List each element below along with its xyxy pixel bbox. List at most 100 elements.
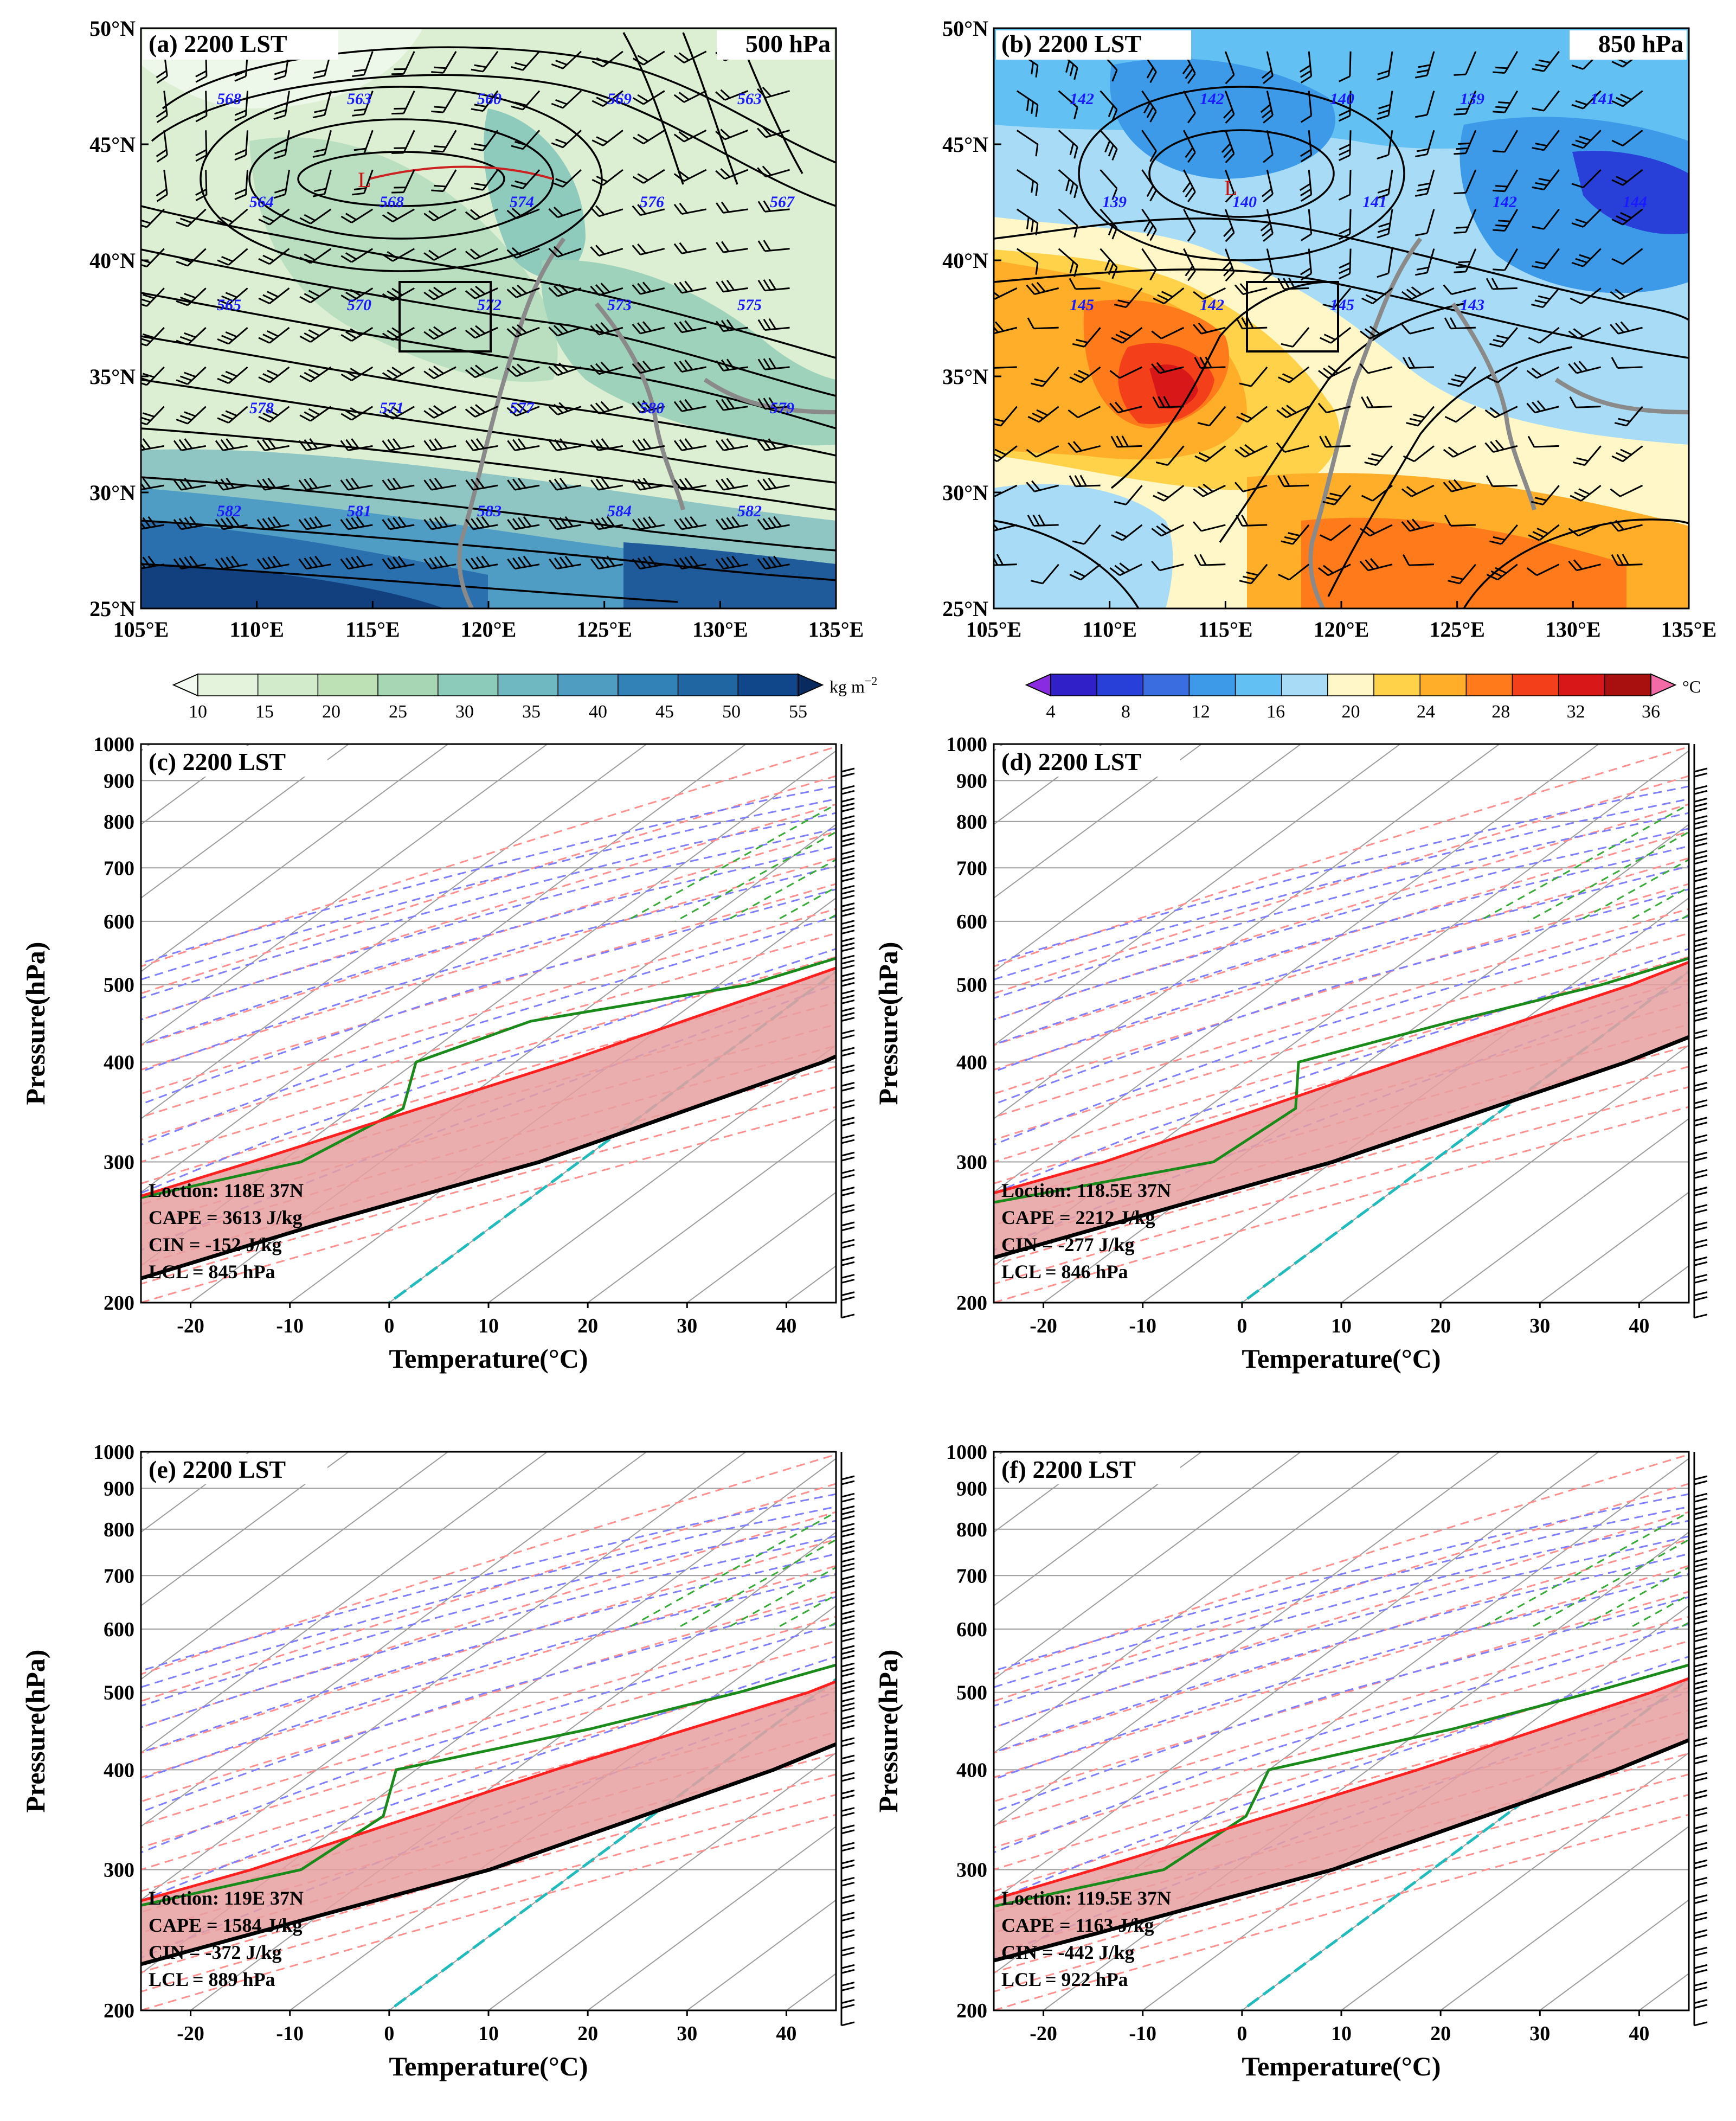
wind-barb <box>1569 396 1601 408</box>
isotherm <box>1341 1752 1689 2010</box>
wind-barb <box>632 477 665 491</box>
pressure-tick-label: 800 <box>104 1518 134 1541</box>
map-y-tick-label: 45°N <box>89 132 136 157</box>
wind-barb <box>590 438 623 451</box>
wind-barb <box>340 477 373 491</box>
colorbar-swatch <box>1281 674 1328 696</box>
mixing-ratio-line <box>1577 1566 1689 1630</box>
wind-barb <box>1182 169 1196 202</box>
wind-barb <box>1263 248 1274 281</box>
isotherm <box>994 1452 1500 1828</box>
wind-barb <box>340 208 374 223</box>
temperature-tick-label: 30 <box>677 2022 697 2045</box>
wind-barb <box>548 323 582 337</box>
contour-label: 570 <box>347 296 371 314</box>
colorbar-swatch <box>737 674 799 696</box>
wind-barb <box>217 248 248 266</box>
pressure-tick-label: 400 <box>104 1759 134 1782</box>
wind-barb <box>234 169 249 201</box>
wind-barb <box>716 358 748 371</box>
temperature-tick-label: 40 <box>1629 2022 1649 2045</box>
wind-barb <box>1318 563 1351 576</box>
wind-barb <box>1152 396 1184 408</box>
wind-barb <box>382 555 415 570</box>
wind-barb <box>1100 248 1118 279</box>
wind-barb <box>1058 90 1078 119</box>
panel-title-bg <box>143 1454 327 1484</box>
contour-label: 142 <box>1200 296 1224 314</box>
panel-b-level-bg <box>1570 30 1687 60</box>
wind-barb <box>1281 327 1310 348</box>
moist-adiabat <box>994 798 1689 981</box>
isotherm <box>994 1452 1401 1754</box>
contour-label: 140 <box>1232 193 1257 211</box>
colorbar-swatch <box>497 674 558 696</box>
wind-barb <box>1224 169 1235 203</box>
wind-barb <box>551 50 582 69</box>
moist-adiabat <box>141 1505 836 1688</box>
y-axis-label: Pressure(hPa) <box>873 1650 903 1813</box>
moist-adiabat <box>994 1623 1689 1854</box>
contour-label: 568 <box>217 90 241 108</box>
wind-barb <box>1111 524 1143 541</box>
wind-barb <box>1493 169 1519 193</box>
wind-barb <box>1361 287 1393 305</box>
temperature-tick-label: -20 <box>1030 1315 1057 1337</box>
wind-barb <box>1114 485 1143 505</box>
panel-title-bg <box>996 746 1180 777</box>
wind-barb <box>340 287 374 303</box>
colorbar-swatch <box>377 674 439 696</box>
wind-barb <box>465 516 498 530</box>
map-x-tick-label: 115°E <box>1198 617 1252 642</box>
wind-barb <box>465 404 498 418</box>
wind-barb <box>1531 485 1560 505</box>
wind-barb <box>173 477 206 491</box>
dry-adiabat <box>141 1687 836 1892</box>
wind-barb <box>506 363 540 377</box>
wind-barb <box>1109 366 1143 379</box>
dry-adiabat <box>141 979 836 1184</box>
colorbar-swatch <box>257 674 319 696</box>
wind-barb <box>423 366 456 380</box>
wind-barb <box>141 366 165 386</box>
wind-barb <box>1151 362 1184 374</box>
contour-label: 565 <box>217 296 241 314</box>
wind-barb <box>1236 514 1268 527</box>
wind-barb <box>673 477 706 491</box>
panel-title: (d) 2200 LST <box>1001 748 1141 776</box>
x-axis-label: Temperature(°C) <box>389 1343 588 1374</box>
y-axis-label: Pressure(hPa) <box>20 942 50 1105</box>
sounding-wind-barb <box>1693 1463 1708 1485</box>
wind-barb <box>382 516 415 530</box>
wind-barb <box>551 169 582 188</box>
isotherm <box>994 1452 1301 1680</box>
wind-barb <box>423 208 456 222</box>
mixing-ratio-line <box>625 803 836 922</box>
panel-d-plot: Loction: 118.5E 37N CAPE = 2212 J/kg CIN =… <box>994 744 1689 1303</box>
contour-label: 580 <box>640 399 664 417</box>
wind-barb <box>507 555 540 570</box>
pressure-tick-label: 700 <box>104 1565 134 1587</box>
wind-barb <box>632 130 665 145</box>
wind-barb <box>1058 130 1078 159</box>
wind-barb <box>1317 402 1351 414</box>
moist-adiabat <box>141 1535 836 1728</box>
pressure-tick-label: 800 <box>104 811 134 834</box>
wind-barb <box>632 50 665 66</box>
isotherm <box>994 744 1301 972</box>
wind-barb <box>195 130 208 162</box>
wind-barb <box>431 51 457 74</box>
contour-label: 569 <box>607 90 632 108</box>
x-axis-label: Temperature(°C) <box>389 2051 588 2081</box>
wind-barb <box>673 516 706 530</box>
wind-barb <box>1484 406 1518 419</box>
info-line: LCL = 845 hPa <box>149 1261 275 1283</box>
wind-barb <box>549 555 582 570</box>
wind-barb <box>173 516 206 530</box>
wind-barb <box>673 242 706 254</box>
contour-label: 560 <box>477 90 501 108</box>
mixing-ratio-line <box>1478 1511 1689 1630</box>
wind-barb <box>1114 287 1143 309</box>
wind-barb <box>1277 277 1309 290</box>
cape-area <box>141 1681 836 1964</box>
